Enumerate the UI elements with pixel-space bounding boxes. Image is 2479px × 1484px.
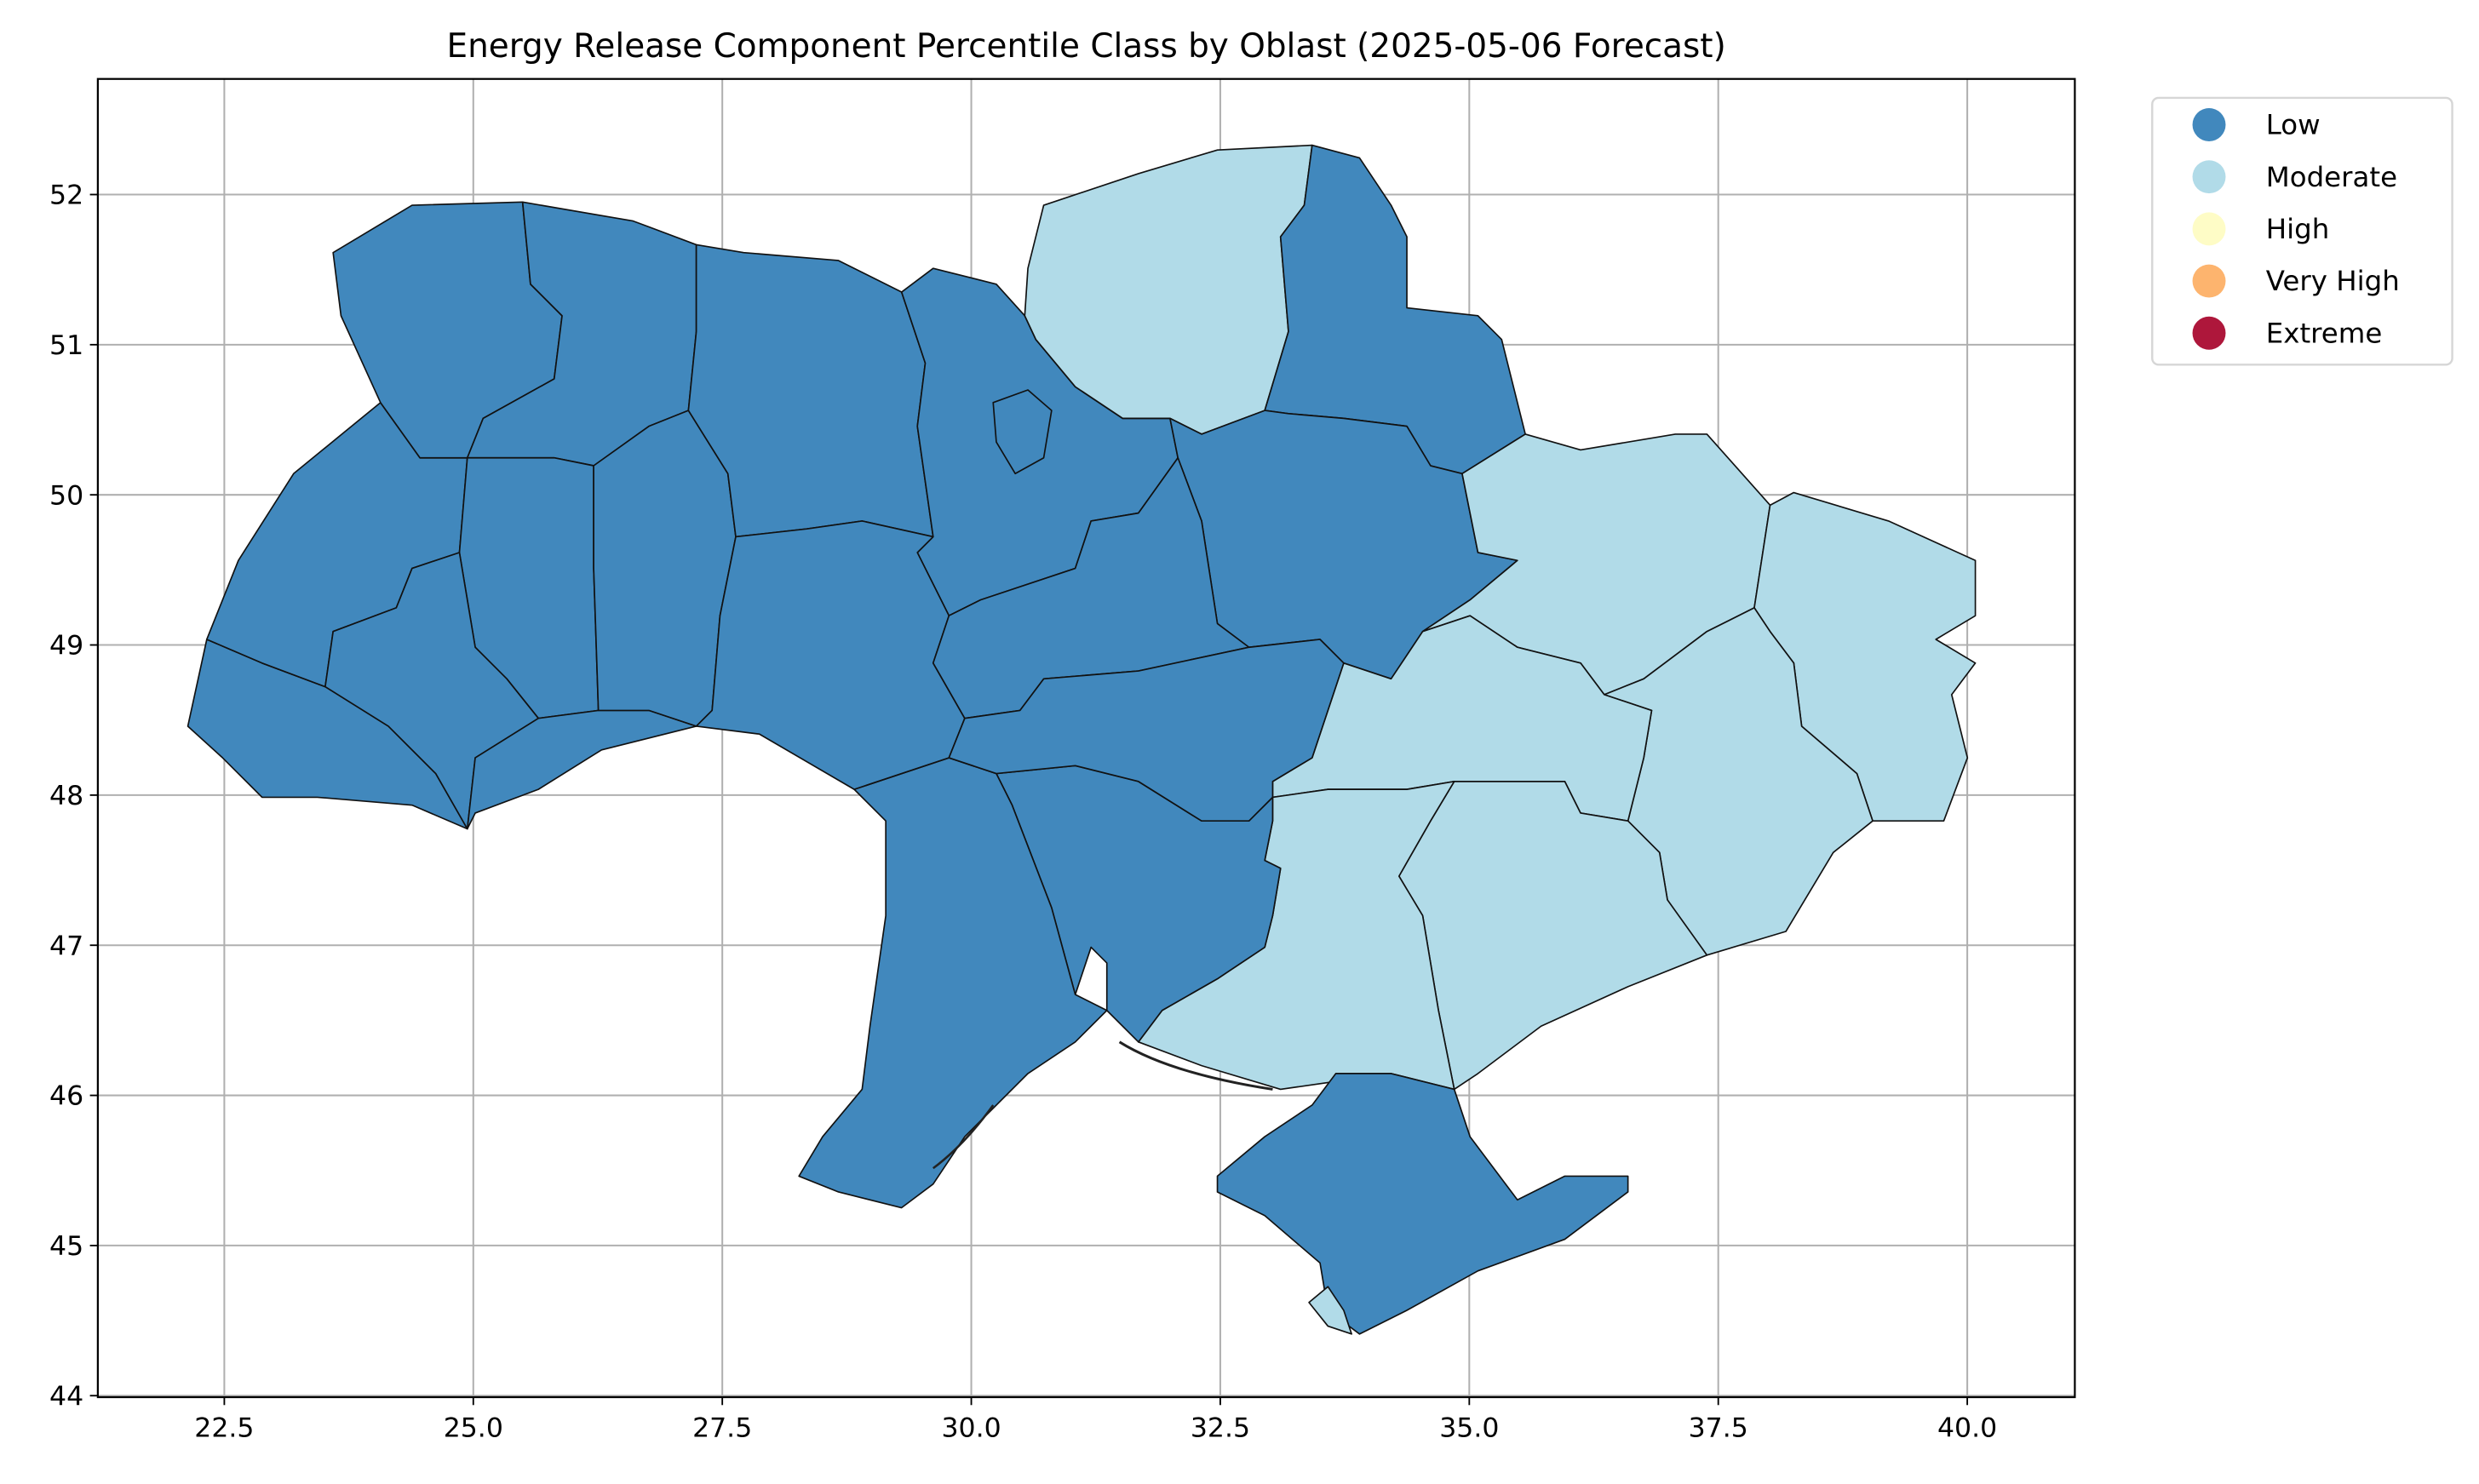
- region-odesa: [798, 757, 1108, 1209]
- x-tick-label: 35.0: [1439, 1412, 1499, 1443]
- y-tick-label: 48: [49, 781, 83, 811]
- map-regions: [186, 144, 1977, 1335]
- region-kirovohrad: [948, 639, 1345, 822]
- x-axis-ticks: 22.5 25.0 27.5 30.0 32.5 35.0 37.5 40.0: [194, 1397, 1997, 1443]
- chart-title: Energy Release Component Percentile Clas…: [447, 27, 1726, 66]
- y-tick-label: 49: [49, 631, 83, 662]
- y-tick-label: 50: [49, 480, 83, 511]
- y-tick-label: 52: [49, 180, 83, 211]
- legend-label: Low: [2266, 109, 2321, 141]
- x-tick-label: 25.0: [444, 1412, 503, 1443]
- legend-label: Very High: [2266, 265, 2400, 297]
- x-tick-label: 22.5: [194, 1412, 254, 1443]
- y-tick-label: 47: [49, 931, 83, 961]
- region-ivano-frankivsk: [324, 552, 540, 830]
- x-tick-label: 40.0: [1937, 1412, 1997, 1443]
- legend: Low Moderate High Very High Extreme: [2151, 96, 2453, 366]
- legend-marker-extreme: [2192, 316, 2226, 350]
- legend-label: High: [2266, 213, 2330, 245]
- y-tick-label: 46: [49, 1081, 83, 1112]
- axes-frame: [96, 77, 2076, 1399]
- y-axis-ticks: 44 45 46 47 48 49 50 51 52: [49, 180, 98, 1412]
- legend-marker-high: [2192, 212, 2226, 246]
- region-kyiv-city: [992, 389, 1053, 475]
- x-tick-label: 30.0: [941, 1412, 1001, 1443]
- legend-label: Moderate: [2266, 161, 2397, 193]
- y-tick-label: 44: [49, 1381, 83, 1412]
- x-tick-label: 32.5: [1191, 1412, 1250, 1443]
- legend-box: [2151, 96, 2453, 366]
- region-crimea: [1216, 1073, 1629, 1335]
- x-tick-label: 27.5: [692, 1412, 752, 1443]
- x-tick-label: 37.5: [1689, 1412, 1748, 1443]
- legend-label: Extreme: [2266, 317, 2383, 349]
- legend-marker-moderate: [2192, 160, 2226, 194]
- legend-marker-very-high: [2192, 264, 2226, 298]
- y-tick-label: 45: [49, 1231, 83, 1262]
- legend-marker-low: [2192, 108, 2226, 141]
- kinburn-spit-line: [1118, 1040, 1273, 1091]
- region-sevastopol: [1308, 1286, 1352, 1335]
- y-tick-label: 51: [49, 330, 83, 361]
- coastal-spit-line: [932, 1104, 995, 1170]
